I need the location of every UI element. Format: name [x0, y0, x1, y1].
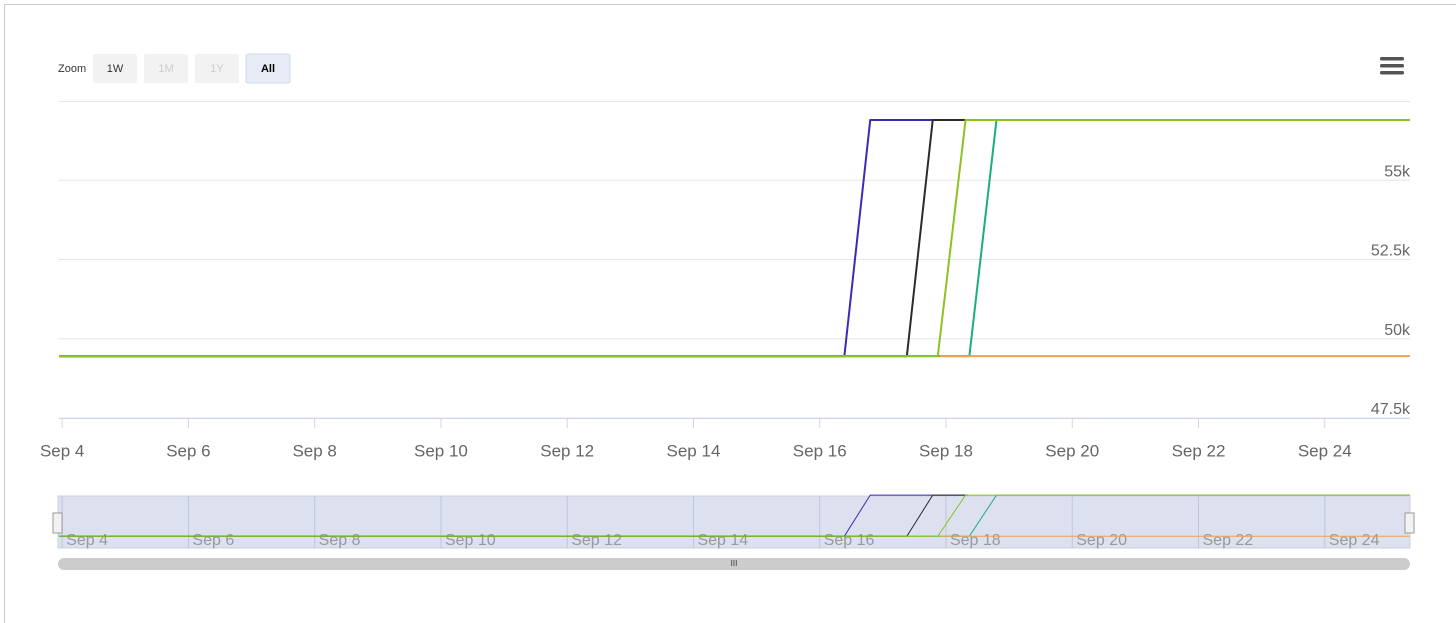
navigator-tick-label: Sep 12 — [571, 532, 622, 549]
series-line — [59, 119, 965, 358]
y-tick-label: 55k — [1384, 163, 1411, 180]
button-label: 1M — [158, 63, 173, 75]
navigator-tick-label: Sep 20 — [1076, 532, 1127, 549]
navigator-tick-label: Sep 4 — [66, 532, 108, 549]
menu-bar — [1380, 57, 1404, 61]
button-label: 1Y — [210, 63, 224, 75]
x-tick-label: Sep 6 — [166, 441, 210, 460]
zoom-button[interactable]: 1M — [144, 54, 188, 83]
button-label: 1W — [107, 63, 124, 75]
y-tick-label: 50k — [1384, 322, 1411, 339]
x-tick-label: Sep 4 — [40, 441, 84, 460]
navigator-tick-label: Sep 22 — [1203, 532, 1254, 549]
frame — [4, 4, 1456, 623]
navigator-tick-label: Sep 6 — [192, 532, 234, 549]
y-tick-label: 47.5k — [1371, 401, 1411, 418]
navigator-tick-label: Sep 14 — [697, 532, 748, 549]
menu-button[interactable] — [1380, 57, 1404, 75]
series-line — [59, 119, 1410, 358]
button-bg — [195, 54, 239, 83]
x-tick-label: Sep 12 — [540, 441, 594, 460]
navigator-tick-label: Sep 16 — [824, 532, 875, 549]
x-tick-label: Sep 22 — [1172, 441, 1226, 460]
y-tick-label: 52.5k — [1371, 243, 1411, 260]
x-tick-label: Sep 8 — [292, 441, 336, 460]
button-label: All — [261, 63, 275, 75]
zoom-button[interactable]: 1W — [93, 54, 137, 83]
x-tick-label: Sep 18 — [919, 441, 973, 460]
x-tick-label: Sep 10 — [414, 441, 468, 460]
button-bg — [245, 53, 291, 84]
series-line — [59, 119, 1410, 358]
menu-bar — [1380, 64, 1404, 68]
x-tick-label: Sep 24 — [1298, 441, 1352, 460]
zoom-label: Zoom — [58, 63, 86, 75]
x-tick-label: Sep 20 — [1045, 441, 1099, 460]
navigator-handle[interactable] — [1404, 512, 1415, 534]
navigator-tick-label: Sep 18 — [950, 532, 1001, 549]
navigator-tick-label: Sep 8 — [319, 532, 361, 549]
button-bg — [144, 54, 188, 83]
zoom-button[interactable]: 1Y — [195, 54, 239, 83]
zoom-button[interactable]: All — [245, 53, 291, 84]
scrollbar[interactable] — [58, 558, 1410, 570]
button-bg — [93, 54, 137, 83]
navigator-handle[interactable] — [52, 512, 63, 534]
x-tick-label: Sep 14 — [667, 441, 721, 460]
navigator-line — [59, 494, 1410, 537]
navigator-tick-label: Sep 10 — [445, 532, 496, 549]
navigator-mask — [57, 495, 1411, 549]
scrollbar-grip: III — [731, 559, 738, 568]
x-tick-label: Sep 16 — [793, 441, 847, 460]
navigator-tick-label: Sep 24 — [1329, 532, 1380, 549]
series-line — [59, 119, 969, 358]
menu-bar — [1380, 71, 1404, 75]
